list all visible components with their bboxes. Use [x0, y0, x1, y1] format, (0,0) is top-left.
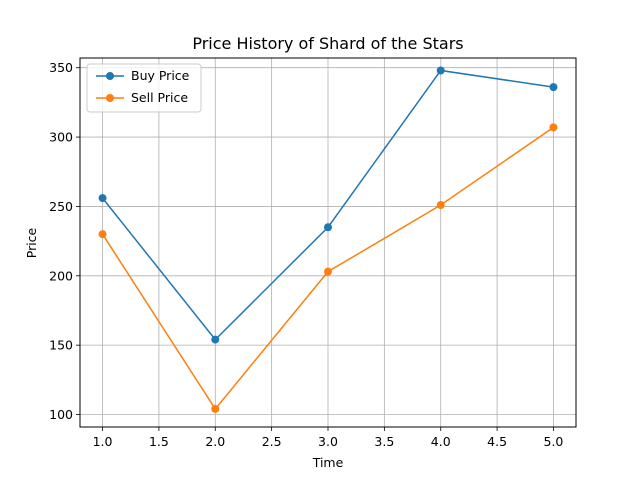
axis-ticks: 1.0 1.5 2.0 2.5 3.0 3.5 4.0 4.5 5.0 100 150 200 250 3…: [49, 60, 563, 449]
chart-title: Price History of Shard of the Stars: [192, 34, 463, 53]
y-tick-label: 100: [49, 407, 73, 422]
y-tick-label: 300: [49, 130, 73, 145]
legend-marker-sell-price: [106, 94, 114, 102]
x-tick-label: 3.5: [374, 434, 394, 449]
data-point-sell-price: [98, 230, 107, 239]
x-tick-label: 4.0: [431, 434, 451, 449]
y-axis-label: Price: [24, 227, 39, 258]
y-tick-label: 350: [49, 60, 73, 75]
y-tick-label: 200: [49, 268, 73, 283]
data-point-buy-price: [211, 335, 220, 344]
data-point-sell-price: [549, 123, 558, 132]
legend: Buy Price Sell Price: [86, 63, 202, 113]
x-tick-label: 2.0: [205, 434, 225, 449]
x-tick-label: 1.0: [93, 434, 113, 449]
data-point-buy-price: [549, 83, 558, 92]
x-tick-label: 3.0: [318, 434, 338, 449]
grid-lines: [80, 58, 576, 427]
legend-label-sell-price: Sell Price: [131, 90, 188, 105]
legend-marker-buy-price: [106, 72, 114, 80]
data-point-buy-price: [98, 194, 107, 203]
x-axis-label: Time: [312, 455, 344, 470]
y-tick-label: 250: [49, 199, 73, 214]
data-point-buy-price: [436, 66, 445, 75]
y-tick-label: 150: [49, 338, 73, 353]
x-tick-label: 2.5: [262, 434, 282, 449]
x-tick-label: 1.5: [149, 434, 169, 449]
series-layer: [98, 66, 558, 413]
data-point-sell-price: [436, 201, 445, 210]
legend-label-buy-price: Buy Price: [131, 68, 190, 83]
data-point-sell-price: [324, 267, 332, 276]
data-point-sell-price: [211, 404, 220, 413]
x-tick-label: 4.5: [487, 434, 507, 449]
x-tick-label: 5.0: [544, 434, 564, 449]
data-point-buy-price: [324, 223, 332, 232]
